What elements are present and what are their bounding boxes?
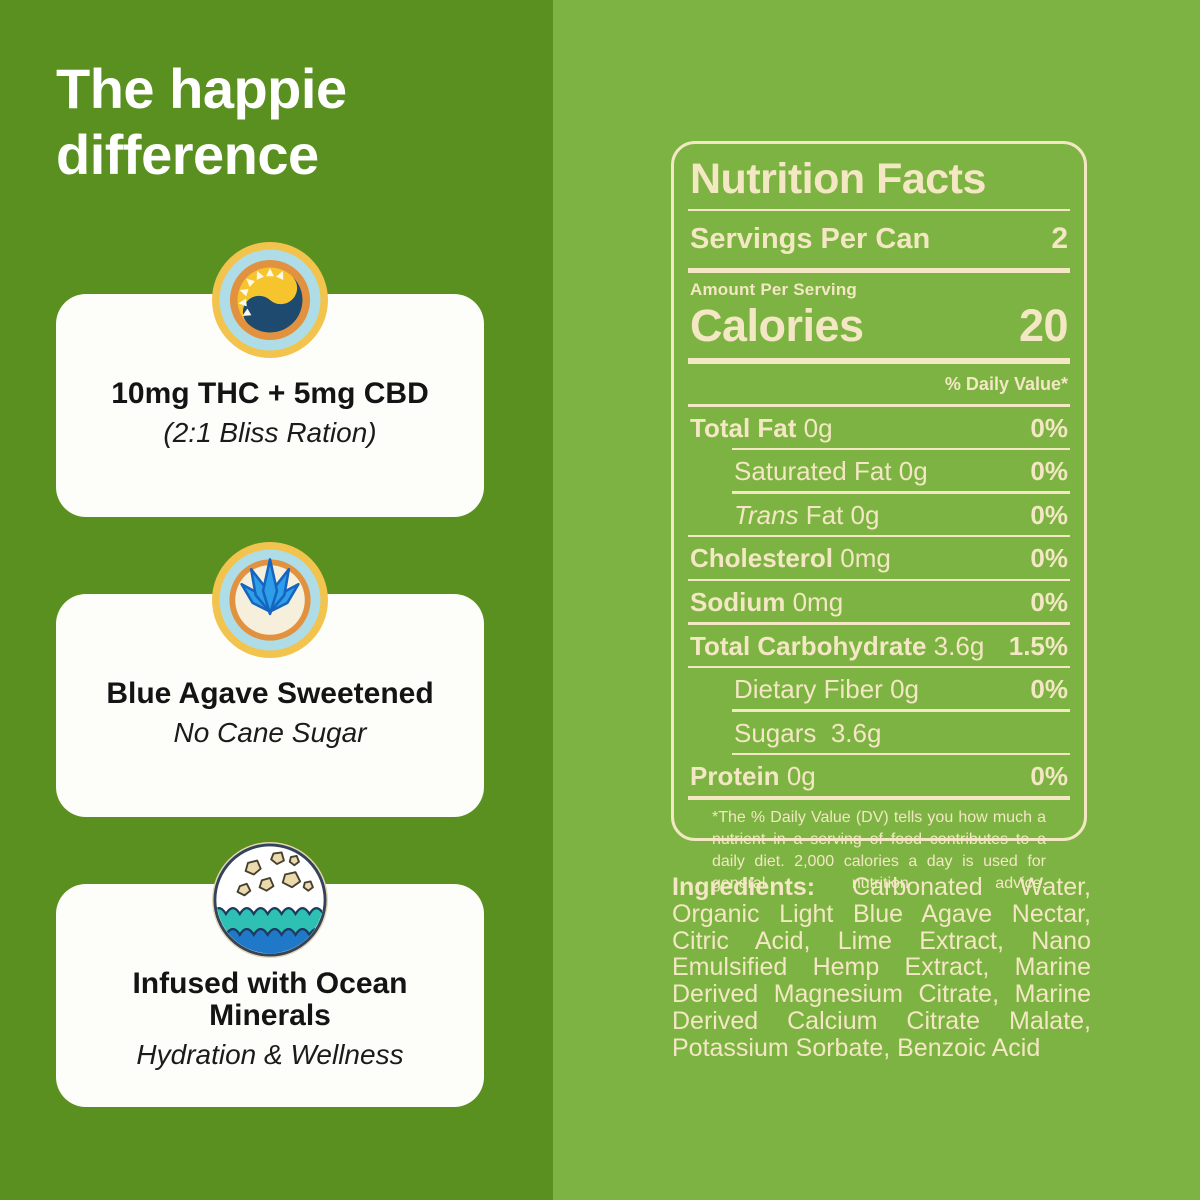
calories-value: 20 bbox=[1018, 300, 1069, 352]
nutrient-row-total-fat: Total Fat 0g 0% bbox=[690, 412, 1068, 443]
right-panel bbox=[553, 0, 1200, 1200]
card-subheading: Hydration & Wellness bbox=[136, 1039, 404, 1071]
nutrient-row-total-carbohydrate: Total Carbohydrate 3.6g 1.5% bbox=[690, 630, 1068, 661]
nutrient-row-protein: Protein 0g 0% bbox=[690, 761, 1068, 792]
nutrient-row-dietary-fiber: Dietary Fiber 0g 0% bbox=[734, 674, 1068, 705]
ingredients-text: Carbonated Water, Organic Light Blue Aga… bbox=[672, 873, 1091, 1062]
nutrient-row-trans-fat: Trans Fat 0g 0% bbox=[734, 499, 1068, 530]
nutrition-title: Nutrition Facts bbox=[690, 155, 986, 203]
daily-value-header: % Daily Value* bbox=[944, 374, 1068, 395]
servings-value: 2 bbox=[1051, 222, 1068, 256]
card-heading: 10mg THC + 5mg CBD bbox=[111, 377, 429, 410]
daily-value-footnote: *The % Daily Value (DV) tells you how mu… bbox=[712, 809, 1046, 892]
nutrient-row-saturated-fat: Saturated Fat 0g 0% bbox=[734, 456, 1068, 487]
card-heading: Blue Agave Sweetened bbox=[106, 677, 434, 710]
nutrient-row-cholesterol: Cholesterol 0mg 0% bbox=[690, 543, 1068, 574]
card-heading: Infused with Ocean Minerals bbox=[132, 967, 408, 1033]
card-subheading: (2:1 Bliss Ration) bbox=[163, 417, 377, 449]
ocean-minerals-icon bbox=[212, 842, 328, 958]
agave-icon bbox=[212, 542, 328, 658]
ingredients-paragraph: Ingredients: Carbonated Water, Organic L… bbox=[672, 874, 1091, 1061]
nutrient-row-sodium: Sodium 0mg 0% bbox=[690, 587, 1068, 618]
ingredients-label: Ingredients: bbox=[672, 873, 816, 901]
calories-row: Calories 20 bbox=[688, 301, 1070, 358]
servings-label: Servings Per Can bbox=[690, 222, 931, 255]
page-title: The happie difference bbox=[56, 57, 347, 186]
nutrition-facts-panel: Nutrition Facts Servings Per Can 2 Amoun… bbox=[671, 141, 1087, 892]
amount-per-serving-label: Amount Per Serving bbox=[690, 280, 858, 300]
sun-wave-icon bbox=[212, 242, 328, 358]
card-subheading: No Cane Sugar bbox=[173, 717, 367, 749]
calories-label: Calories bbox=[690, 300, 864, 352]
nutrient-row-sugars: Sugars 3.6g bbox=[734, 717, 882, 748]
servings-row: Servings Per Can 2 bbox=[688, 211, 1070, 268]
